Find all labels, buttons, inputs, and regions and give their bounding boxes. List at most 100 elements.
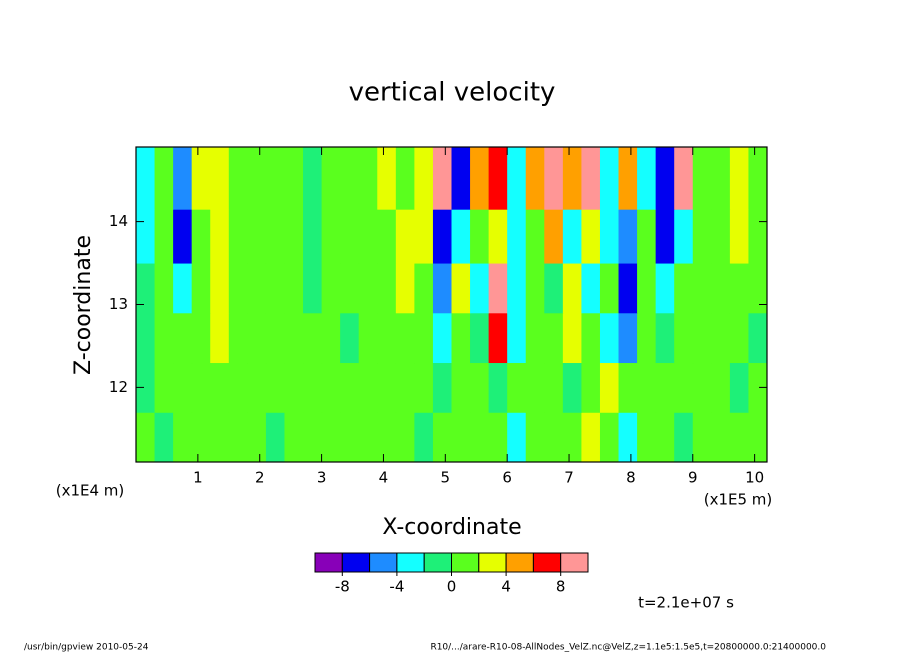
colorbar-label: -4 [389,578,404,596]
contour-cell [748,209,768,264]
contour-cell [507,263,527,314]
colorbar-box [396,552,425,573]
contour-field [136,147,768,463]
contour-cell [451,362,471,413]
contour-cell [303,147,323,210]
contour-cell [284,412,304,463]
contour-cell [191,362,211,413]
contour-cell [470,312,490,364]
contour-cell [247,362,267,413]
contour-cell [711,263,731,314]
contour-cell [191,412,211,463]
contour-cell [748,312,768,364]
contour-cell [488,312,508,364]
x-tick-label: 6 [502,469,512,487]
contour-cell [525,412,545,463]
contour-cell [729,412,749,463]
contour-cell [395,362,415,413]
contour-cell [470,209,490,264]
contour-cell [247,263,267,314]
contour-cell [451,209,471,264]
contour-cell [395,147,415,210]
x-tick-label: 2 [255,469,265,487]
contour-cell [340,263,360,314]
contour-cell [581,263,601,314]
contour-cell [488,147,508,210]
contour-cell [432,263,452,314]
contour-cell [173,147,193,210]
contour-cell [692,412,712,463]
x-tick-label: 5 [441,469,451,487]
contour-cell [414,147,434,210]
contour-cell [303,209,323,264]
contour-cell [247,147,267,210]
contour-cell [618,147,638,210]
colorbar-label: 0 [447,578,457,596]
contour-cell [173,209,193,264]
y-tick-label: 14 [109,212,128,230]
contour-cell [544,209,564,264]
x-unit: (x1E5 m) [704,491,773,509]
contour-cell [507,412,527,463]
contour-cell [711,412,731,463]
contour-cell [414,412,434,463]
contour-cell [581,412,601,463]
contour-cell [265,412,285,463]
colorbar-label: 4 [501,578,511,596]
contour-cell [377,412,397,463]
time-label: t=2.1e+07 s [638,594,734,612]
contour-cell [284,209,304,264]
contour-cell [581,362,601,413]
contour-cell [637,362,657,413]
contour-cell [507,147,527,210]
contour-cell [637,147,657,210]
contour-cell [265,362,285,413]
contour-cell [377,147,397,210]
contour-cell [451,263,471,314]
contour-cell [414,263,434,314]
contour-cell [191,263,211,314]
contour-cell [637,312,657,364]
contour-cell [729,263,749,314]
contour-cell [340,209,360,264]
contour-cell [432,412,452,463]
contour-cell [674,362,694,413]
contour-cell [136,412,156,463]
contour-cell [265,147,285,210]
contour-cell [321,263,341,314]
contour-cell [284,263,304,314]
colorbar-label: -8 [335,578,350,596]
contour-cell [210,312,230,364]
contour-cell [544,362,564,413]
contour-cell [284,147,304,210]
contour-cell [451,412,471,463]
contour-cell [358,263,378,314]
contour-cell [618,209,638,264]
contour-cell [655,412,675,463]
contour-cell [488,209,508,264]
contour-cell [488,263,508,314]
contour-cell [154,147,174,210]
contour-cell [581,312,601,364]
contour-cell [711,362,731,413]
contour-cell [321,312,341,364]
contour-cell [748,263,768,314]
footer-left: /usr/bin/gpview 2010-05-24 [24,643,149,653]
contour-cell [729,312,749,364]
contour-cell [154,312,174,364]
contour-cell [729,362,749,413]
contour-cell [395,209,415,264]
contour-cell [303,312,323,364]
contour-cell [358,362,378,413]
x-tick-label: 8 [626,469,636,487]
contour-cell [507,209,527,264]
contour-cell [154,412,174,463]
contour-cell [395,412,415,463]
contour-cell [265,209,285,264]
contour-cell [247,312,267,364]
contour-cell [599,263,620,314]
contour-cell [748,147,768,210]
contour-cell [395,263,415,314]
contour-cell [599,147,620,210]
